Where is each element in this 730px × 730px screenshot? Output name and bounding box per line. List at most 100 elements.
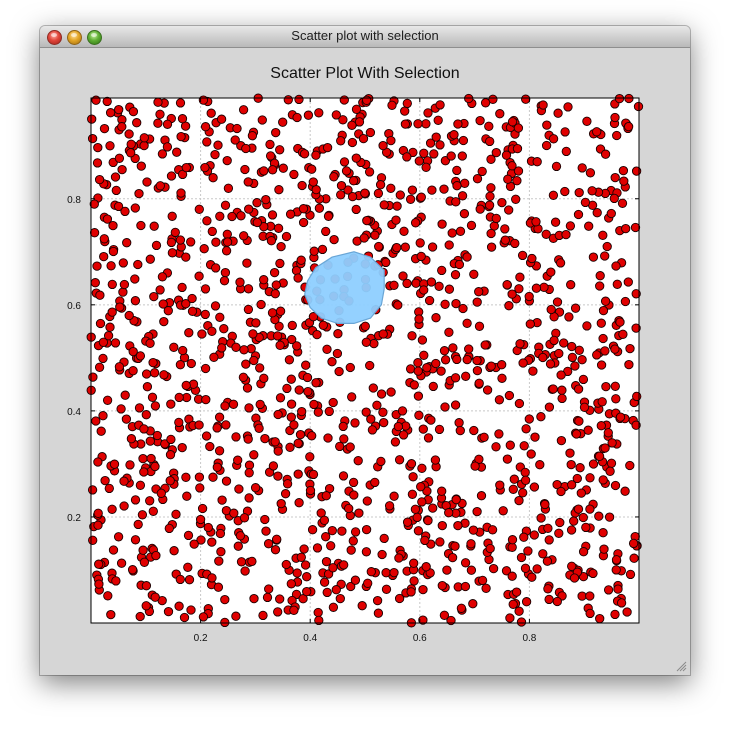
- data-points[interactable]: [86, 93, 644, 628]
- data-point[interactable]: [376, 456, 386, 467]
- data-point[interactable]: [425, 138, 436, 148]
- data-point[interactable]: [215, 528, 226, 539]
- data-point[interactable]: [240, 164, 250, 175]
- data-point[interactable]: [381, 568, 391, 578]
- data-point[interactable]: [400, 119, 411, 129]
- data-point[interactable]: [494, 395, 505, 405]
- data-point[interactable]: [511, 587, 522, 597]
- data-point[interactable]: [577, 163, 587, 173]
- data-point[interactable]: [373, 608, 384, 618]
- data-point[interactable]: [318, 320, 328, 330]
- data-point[interactable]: [391, 215, 401, 225]
- data-point[interactable]: [440, 299, 450, 309]
- data-point[interactable]: [108, 545, 119, 555]
- data-point[interactable]: [389, 491, 399, 501]
- data-point[interactable]: [594, 451, 605, 461]
- data-point[interactable]: [94, 174, 105, 185]
- data-point[interactable]: [486, 183, 496, 193]
- data-point[interactable]: [313, 407, 323, 417]
- data-point[interactable]: [96, 426, 106, 436]
- data-point[interactable]: [251, 318, 261, 328]
- data-point[interactable]: [372, 400, 382, 410]
- data-point[interactable]: [528, 366, 538, 376]
- data-point[interactable]: [181, 162, 191, 173]
- data-point[interactable]: [577, 591, 587, 601]
- data-point[interactable]: [116, 558, 127, 568]
- data-point[interactable]: [362, 496, 372, 506]
- data-point[interactable]: [249, 593, 259, 604]
- data-point[interactable]: [295, 429, 306, 440]
- data-point[interactable]: [273, 446, 283, 456]
- data-point[interactable]: [486, 154, 496, 164]
- data-point[interactable]: [130, 274, 140, 284]
- data-point[interactable]: [157, 149, 168, 159]
- data-point[interactable]: [393, 421, 404, 432]
- data-point[interactable]: [195, 514, 206, 525]
- data-point[interactable]: [126, 139, 136, 149]
- data-point[interactable]: [575, 463, 585, 473]
- data-point[interactable]: [158, 299, 168, 309]
- data-point[interactable]: [373, 188, 384, 199]
- data-point[interactable]: [162, 119, 173, 129]
- data-point[interactable]: [472, 355, 482, 366]
- data-point[interactable]: [165, 450, 176, 460]
- data-point[interactable]: [543, 523, 553, 533]
- data-point[interactable]: [544, 402, 555, 412]
- close-window-button[interactable]: [47, 30, 62, 45]
- data-point[interactable]: [402, 278, 412, 289]
- data-point[interactable]: [132, 118, 142, 128]
- data-point[interactable]: [379, 200, 389, 210]
- data-point[interactable]: [331, 110, 341, 120]
- data-point[interactable]: [324, 406, 334, 417]
- data-point[interactable]: [93, 142, 103, 153]
- data-point[interactable]: [169, 342, 179, 352]
- data-point[interactable]: [293, 438, 303, 448]
- data-point[interactable]: [269, 267, 280, 278]
- data-point[interactable]: [139, 467, 149, 477]
- data-point[interactable]: [128, 106, 139, 117]
- data-point[interactable]: [419, 350, 429, 360]
- data-point[interactable]: [347, 392, 357, 402]
- data-point[interactable]: [476, 491, 487, 501]
- data-point[interactable]: [273, 607, 283, 617]
- data-point[interactable]: [167, 211, 177, 221]
- data-point[interactable]: [464, 344, 474, 354]
- data-point[interactable]: [148, 357, 158, 368]
- data-point[interactable]: [314, 108, 324, 118]
- data-point[interactable]: [521, 597, 532, 607]
- data-point[interactable]: [259, 275, 269, 285]
- data-point[interactable]: [452, 165, 462, 176]
- data-point[interactable]: [495, 109, 505, 119]
- data-point[interactable]: [326, 541, 336, 551]
- data-point[interactable]: [187, 293, 197, 304]
- data-point[interactable]: [88, 372, 98, 382]
- data-point[interactable]: [623, 121, 634, 132]
- data-point[interactable]: [488, 94, 498, 104]
- data-point[interactable]: [423, 433, 434, 443]
- data-point[interactable]: [436, 366, 446, 376]
- data-point[interactable]: [202, 137, 212, 147]
- data-point[interactable]: [573, 504, 584, 514]
- data-point[interactable]: [181, 472, 191, 482]
- data-point[interactable]: [275, 306, 286, 316]
- data-point[interactable]: [560, 186, 570, 197]
- data-point[interactable]: [333, 329, 343, 339]
- data-point[interactable]: [394, 593, 405, 604]
- data-point[interactable]: [365, 360, 375, 371]
- data-point[interactable]: [598, 333, 608, 344]
- data-point[interactable]: [475, 204, 485, 214]
- data-point[interactable]: [625, 569, 636, 580]
- data-point[interactable]: [603, 585, 614, 595]
- data-point[interactable]: [207, 573, 217, 583]
- data-point[interactable]: [272, 534, 282, 544]
- data-point[interactable]: [301, 360, 311, 370]
- data-point[interactable]: [444, 284, 455, 294]
- data-point[interactable]: [174, 392, 184, 403]
- data-point[interactable]: [628, 538, 639, 549]
- data-point[interactable]: [121, 414, 132, 424]
- data-point[interactable]: [159, 316, 169, 327]
- data-point[interactable]: [497, 360, 507, 370]
- data-point[interactable]: [607, 438, 617, 448]
- data-point[interactable]: [610, 344, 620, 354]
- data-point[interactable]: [94, 579, 104, 589]
